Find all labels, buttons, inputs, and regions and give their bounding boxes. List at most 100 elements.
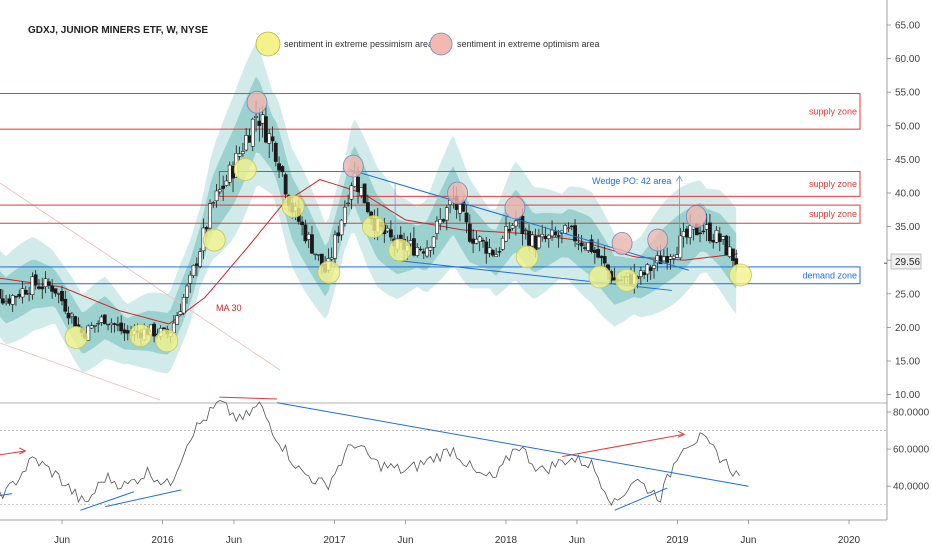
candle-body (4, 301, 8, 304)
candle-body (681, 231, 686, 238)
candle-body (122, 329, 127, 334)
candle-body (477, 236, 482, 242)
wedge-trendline (348, 169, 689, 271)
candle-body (339, 219, 344, 236)
optimism-marker (611, 231, 633, 255)
candle-body (365, 202, 370, 213)
zones: supply zone supply zone supply zone demand … (0, 93, 861, 285)
legend-pessimism-label: sentiment in extreme pessimism area (284, 39, 433, 49)
candle-body (342, 206, 347, 224)
candle-body (92, 325, 97, 327)
candle-body (217, 189, 222, 193)
pessimism-marker (588, 265, 612, 289)
candle-body (333, 234, 337, 259)
price-tick-label: 20.00 (895, 323, 920, 334)
candle-body (86, 325, 91, 341)
candle-body (60, 290, 64, 302)
osc-blue-trendline (614, 487, 668, 511)
candle-body (283, 174, 288, 195)
candle-body (536, 236, 541, 249)
supply-zone-label: supply zone (809, 106, 857, 116)
optimism-marker (246, 90, 268, 114)
candle-body (300, 221, 304, 226)
legend-optimism-label: sentiment in extreme optimism area (457, 39, 600, 49)
candle-body (277, 163, 281, 171)
optimism-marker (685, 205, 707, 228)
candle-body (527, 230, 531, 247)
candle-body (53, 288, 58, 294)
candle-body (425, 247, 429, 257)
candle-body (310, 234, 314, 254)
candle-body (471, 238, 476, 244)
candle-body (599, 255, 604, 259)
candle-body (63, 298, 68, 312)
osc-red-trendline (219, 396, 278, 400)
candle-body (546, 234, 551, 239)
band-inner (0, 76, 737, 355)
wedge-label: Wedge PO: 42 area (592, 176, 671, 186)
candle-body (362, 183, 367, 204)
time-tick-label: 2020 (838, 535, 861, 546)
price-tick-label: 40.00 (895, 189, 920, 200)
candle-body (484, 241, 489, 254)
candle-body (109, 322, 114, 326)
candle-body (244, 135, 249, 151)
candle-body (421, 251, 426, 254)
candle-body (7, 298, 12, 304)
supply-zone-label: supply zone (809, 179, 857, 189)
candle-body (648, 267, 653, 271)
candle-body (257, 120, 262, 126)
candle-body (714, 229, 719, 243)
candle-body (504, 226, 508, 242)
candle-body (464, 212, 469, 223)
candle-body (303, 224, 308, 242)
candle-body (50, 285, 55, 292)
candle-body (208, 203, 212, 229)
chart-title: GDXJ, JUNIOR MINERS ETF, W, NYSE (28, 25, 208, 36)
osc-blue-trendline (277, 402, 749, 487)
osc-red-trendline (0, 450, 26, 456)
zone-box (218, 170, 861, 197)
candle-body (69, 313, 74, 317)
candle-body (543, 236, 548, 240)
time-tick-label: 2016 (151, 535, 174, 546)
candle-body (418, 248, 423, 251)
candle-body (523, 229, 528, 232)
time-tick-label: Jun (397, 535, 413, 546)
candle-body (89, 325, 94, 329)
price-tick-label: 25.00 (895, 289, 920, 300)
candle-body (198, 251, 203, 267)
time-tick-label: Jun (54, 535, 70, 546)
candle-body (46, 281, 51, 286)
candle-body (313, 253, 318, 256)
candle-body (0, 298, 5, 304)
supply-zone-label: supply zone (809, 209, 857, 219)
candle-body (530, 234, 535, 247)
candle-body (589, 239, 594, 252)
sentiment-markers (64, 90, 752, 353)
pessimism-marker (129, 324, 152, 347)
candle-body (349, 185, 354, 200)
candle-body (237, 153, 242, 157)
candle-body (175, 315, 180, 325)
candle-body (329, 257, 334, 260)
candle-body (711, 239, 716, 243)
osc-tick-label: 80.0000 (893, 408, 930, 419)
candle-body (698, 232, 702, 235)
candle-body (273, 142, 278, 162)
candle-body (497, 251, 502, 253)
candle-body (708, 222, 712, 242)
price-tick-label: 10.00 (895, 390, 920, 401)
candle-body (428, 247, 433, 251)
pessimism-marker (281, 195, 305, 218)
time-tick-label: Jun (226, 535, 242, 546)
pessimism-marker (233, 158, 257, 181)
candle-body (346, 202, 351, 205)
candle-body (23, 289, 28, 295)
optimism-marker (647, 228, 669, 252)
candle-body (602, 256, 607, 264)
candle-body (40, 286, 45, 290)
last-price-label: 29.56 (895, 257, 920, 268)
candle-body (336, 232, 341, 237)
